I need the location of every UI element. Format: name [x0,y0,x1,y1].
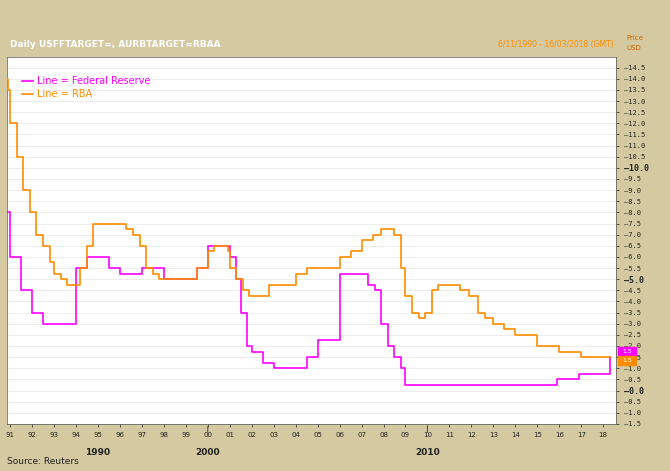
Text: 1.5: 1.5 [622,349,632,354]
Bar [618,347,636,356]
Text: Price: Price [626,35,643,41]
Text: USD: USD [626,45,641,51]
Text: Source: Reuters: Source: Reuters [7,457,78,466]
Text: 2000: 2000 [196,448,220,457]
Text: 1990: 1990 [85,448,111,457]
Text: 2010: 2010 [415,448,440,457]
Legend: Line = Federal Reserve, Line = RBA: Line = Federal Reserve, Line = RBA [17,73,154,103]
Bar [618,356,636,365]
Text: 6/11/1990 - 16/03/2018 (GMT): 6/11/1990 - 16/03/2018 (GMT) [498,40,613,49]
Text: Daily USFFTARGET=, AURBTARGET=RBAA: Daily USFFTARGET=, AURBTARGET=RBAA [10,40,220,49]
Text: 1.5: 1.5 [622,358,632,363]
